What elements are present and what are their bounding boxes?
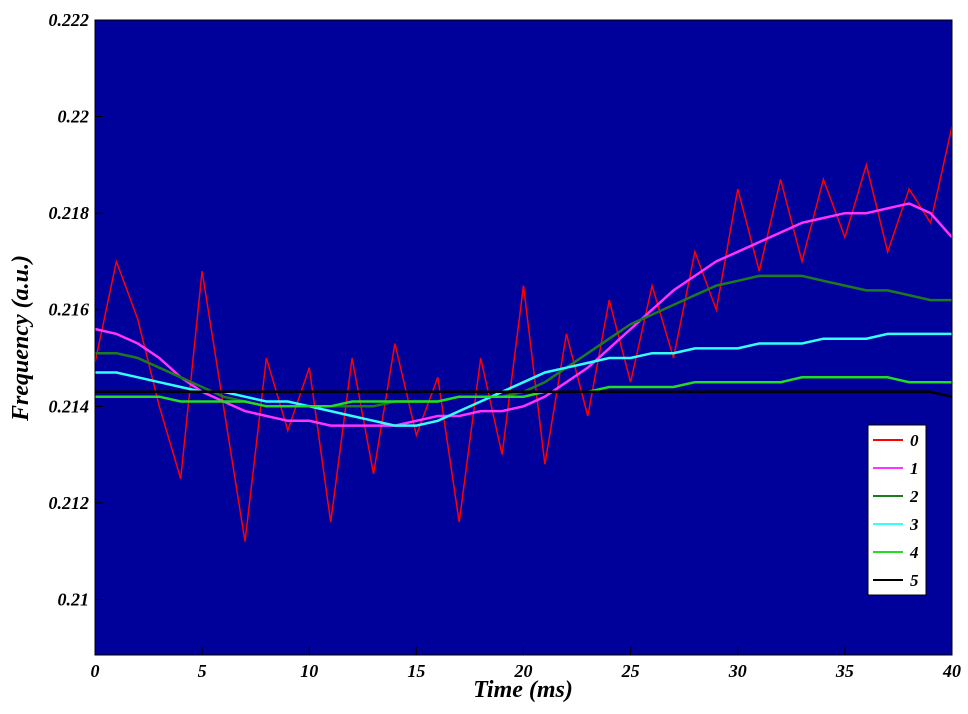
x-tick-label: 10 [300,661,318,681]
y-tick-label: 0.222 [49,10,90,30]
x-tick-label: 0 [91,661,100,681]
x-tick-label: 5 [198,661,207,681]
legend-label: 4 [909,543,919,562]
series-line [94,126,953,542]
y-tick-label: 0.214 [49,396,90,416]
plot-background [95,20,952,655]
y-tick-label: 0.212 [49,493,90,513]
x-tick-label: 15 [407,661,425,681]
legend-label: 2 [909,487,919,506]
legend-label: 1 [910,459,919,478]
x-tick-label: 30 [728,661,747,681]
legend-label: 0 [910,431,919,450]
y-tick-label: 0.22 [58,107,90,127]
x-tick-label: 35 [835,661,854,681]
series-line [95,376,952,408]
x-axis-label: Time (ms) [473,677,573,703]
legend-label: 5 [910,571,919,590]
legend-box [867,424,927,596]
legend-label: 3 [909,515,919,534]
y-axis-label: Frequency (a.u.) [8,255,34,422]
x-tick-label: 40 [942,661,961,681]
y-tick-label: 0.21 [58,589,90,609]
y-tick-label: 0.218 [49,203,90,223]
x-tick-label: 25 [621,661,640,681]
series-line [95,390,953,398]
series-line [94,202,953,427]
x-tick-label: 20 [514,661,533,681]
series-line [95,332,952,427]
y-tick-label: 0.216 [49,300,90,320]
